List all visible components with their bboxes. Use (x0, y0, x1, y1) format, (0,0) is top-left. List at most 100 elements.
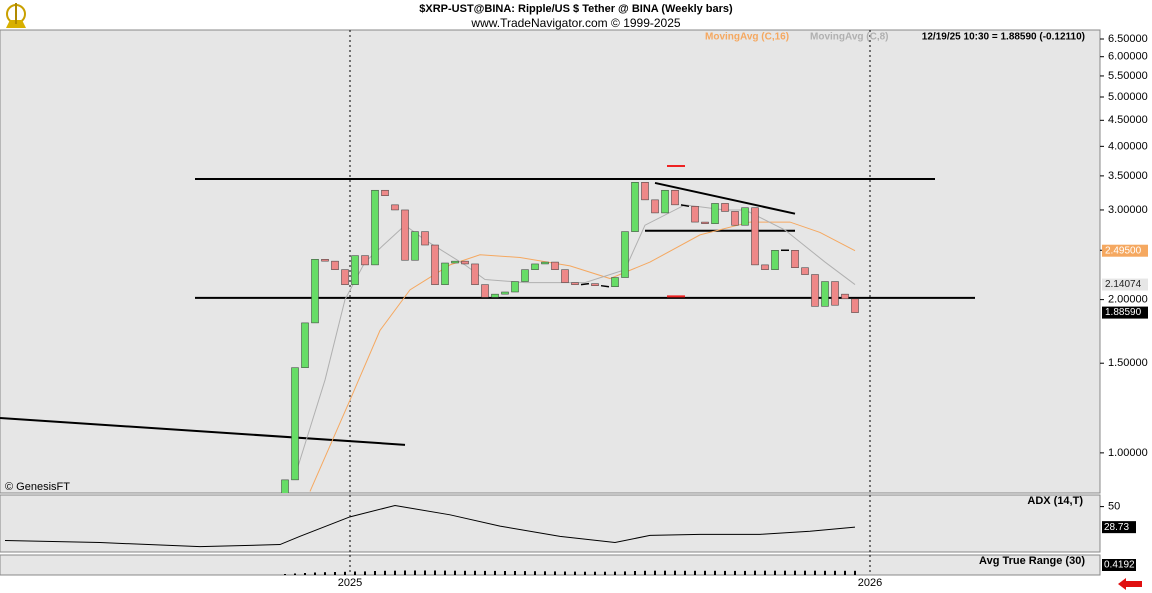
atr-bar (694, 570, 696, 575)
y-tick-label: 5.50000 (1108, 70, 1148, 82)
atr-bar (504, 571, 506, 575)
candle (821, 281, 829, 307)
y-tick-label: 1.00000 (1108, 447, 1148, 459)
panel-title: ADX (14,T) (1027, 495, 1083, 507)
atr-bar (294, 573, 296, 575)
y-tick-label: 4.50000 (1108, 114, 1148, 126)
candle (831, 281, 839, 306)
last-value-box (1102, 306, 1148, 319)
candle (571, 282, 579, 285)
candle (451, 260, 459, 264)
candle (491, 293, 499, 298)
chart-title: $XRP-UST@BINA: Ripple/US $ Tether @ BINA… (419, 3, 733, 15)
atr-bar (284, 574, 286, 575)
candle (791, 250, 799, 268)
info: 12/19/25 10:30 = 1.88590 (-0.12110) (922, 32, 1085, 43)
y-tick-label: 3.00000 (1108, 204, 1148, 216)
candle (281, 479, 289, 493)
atr-bar (624, 571, 626, 575)
candle (431, 244, 439, 285)
atr-bar (574, 571, 576, 575)
atr-bar (814, 570, 816, 575)
logo (6, 3, 26, 28)
atr-bar (494, 570, 496, 575)
atr-bar (434, 570, 436, 575)
trendline (654, 181, 796, 215)
atr-bar (344, 571, 346, 575)
candle (751, 207, 759, 266)
atr-bar (534, 571, 536, 575)
scroll-arrow[interactable] (1118, 578, 1142, 590)
atr-bar (514, 571, 516, 575)
y-tick-label: 50 (1108, 500, 1120, 512)
candle (421, 231, 429, 246)
candle (321, 259, 329, 262)
last-value-label: 1.88590 (1105, 307, 1142, 318)
atr-bar (834, 570, 836, 575)
candle (541, 261, 549, 265)
candle (841, 293, 849, 300)
moving-average (309, 221, 856, 492)
candle (580, 282, 590, 286)
atr-bar (844, 570, 846, 575)
atr-bar (304, 573, 306, 575)
candle (771, 250, 779, 270)
atr-bar (424, 570, 426, 575)
main-plot (0, 164, 975, 493)
atr-bar (774, 570, 776, 575)
candle (341, 269, 349, 285)
candle (851, 298, 859, 313)
candle (351, 255, 359, 285)
candle (651, 199, 659, 214)
atr-bar (634, 571, 636, 575)
candle (301, 322, 309, 368)
atr-bar (354, 571, 356, 575)
atr-bar (404, 570, 406, 575)
y-tick-label: 5.00000 (1108, 91, 1148, 103)
candle (481, 284, 489, 298)
y-tick-label: 6.00000 (1108, 51, 1148, 63)
candle (401, 209, 409, 261)
atr-bar (754, 570, 756, 575)
atr-bar (654, 570, 656, 575)
atr-bar (334, 572, 336, 575)
candle (701, 221, 709, 224)
x-tick-label: 2025 (338, 577, 362, 589)
candle (671, 189, 679, 206)
atr-bar (314, 572, 316, 575)
copyright: © GenesisFT (5, 481, 70, 493)
atr-bar (804, 570, 806, 575)
legend-entry: MovingAvg (C,8) (810, 32, 889, 43)
adx-panel (0, 494, 1101, 553)
candle (600, 284, 610, 288)
candle (501, 291, 509, 295)
candle (761, 264, 769, 270)
atr-bar (444, 570, 446, 575)
atr-bar (614, 571, 616, 575)
candle (531, 263, 539, 270)
atr-bar (524, 571, 526, 575)
candle (381, 189, 389, 196)
atr-bar (824, 570, 826, 575)
candle (291, 367, 299, 481)
candle (311, 259, 319, 324)
candle (561, 269, 569, 283)
atr-bar (584, 571, 586, 575)
atr-bar (544, 571, 546, 575)
atr-bar (794, 570, 796, 575)
candle (411, 231, 419, 261)
atr-bar (704, 570, 706, 575)
candle (591, 283, 599, 286)
candle (361, 255, 369, 266)
chart-subtitle: www.TradeNavigator.com © 1999-2025 (470, 16, 680, 30)
y-tick-label: 4.00000 (1108, 140, 1148, 152)
atr-bar (744, 570, 746, 575)
candle (741, 207, 749, 226)
candle (621, 231, 629, 278)
atr-bar (454, 570, 456, 575)
candle (551, 261, 559, 270)
candle (680, 204, 690, 208)
atr-bar (854, 570, 856, 575)
trendline (0, 416, 406, 446)
candle (521, 269, 529, 282)
